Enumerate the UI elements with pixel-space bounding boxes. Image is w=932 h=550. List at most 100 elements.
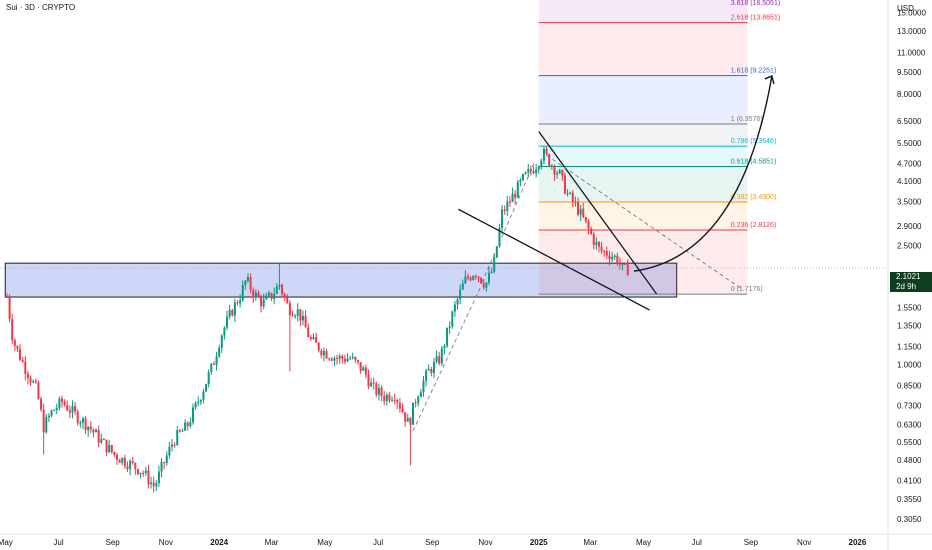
y-tick-label: 4.7000 xyxy=(897,159,922,168)
candle-body xyxy=(587,221,590,229)
candle-body xyxy=(349,358,352,360)
candle-body xyxy=(461,283,464,290)
y-tick-label: 13.0000 xyxy=(897,27,926,36)
candle-body xyxy=(210,363,213,373)
x-tick-label: Mar xyxy=(265,538,279,547)
candle-body xyxy=(281,284,284,294)
x-tick-label: 2026 xyxy=(849,538,867,547)
fib-band-0.382 xyxy=(538,166,748,202)
candle-body xyxy=(443,345,446,349)
y-tick-label: 1.1500 xyxy=(897,342,922,351)
candle-body xyxy=(343,358,346,362)
last-price-value: 2.1021 xyxy=(896,272,921,281)
candle-body xyxy=(309,337,312,340)
candle-body xyxy=(537,166,540,170)
candle-body xyxy=(333,357,336,361)
candle-body xyxy=(446,327,449,346)
candle-body xyxy=(108,445,111,453)
candle-body xyxy=(168,446,171,456)
candle-body xyxy=(516,181,519,198)
candle-body xyxy=(207,372,210,384)
candle-body xyxy=(409,417,412,425)
candle-body xyxy=(467,276,470,279)
candle-body xyxy=(228,310,231,317)
candle-body xyxy=(597,242,600,247)
candle-body xyxy=(294,315,297,317)
candle-body xyxy=(600,246,603,252)
candle-body xyxy=(241,284,244,301)
candle-body xyxy=(406,417,409,422)
candle-body xyxy=(134,462,137,470)
candle-body xyxy=(212,363,215,365)
candle-body xyxy=(79,422,82,424)
candle-body xyxy=(97,429,100,443)
candle-body xyxy=(32,381,35,383)
candle-body xyxy=(66,405,69,411)
candle-body xyxy=(301,315,304,321)
fib-label-2.618: 2.618 (13.8651) xyxy=(731,15,780,22)
candle-body xyxy=(176,430,179,445)
y-tick-label: 0.3550 xyxy=(897,495,922,504)
x-tick-label: 2025 xyxy=(530,538,548,547)
x-tick-label: May xyxy=(317,538,332,547)
candle-body xyxy=(139,472,142,475)
candle-body xyxy=(171,444,174,447)
candle-body xyxy=(71,406,74,413)
fib-label-0.236: 0.236 (2.8126) xyxy=(731,222,777,229)
y-tick-label: 6.5000 xyxy=(897,117,922,126)
candle-body xyxy=(58,398,61,408)
support-zone-layer xyxy=(4,262,678,298)
candle-body xyxy=(438,356,441,364)
x-tick-label: Sep xyxy=(425,538,440,547)
candle-body xyxy=(577,202,580,215)
candle-body xyxy=(501,209,504,228)
candle-body xyxy=(493,257,496,272)
symbol-title: Sui · 3D · CRYPTO xyxy=(6,3,76,12)
candle-body xyxy=(563,175,566,194)
y-tick-label: 1.3500 xyxy=(897,321,922,330)
candle-body xyxy=(508,201,511,203)
candle-body xyxy=(396,400,399,403)
candle-body xyxy=(252,289,255,298)
candle-body xyxy=(236,302,239,304)
support-zone xyxy=(4,262,678,298)
candle-body xyxy=(480,277,483,284)
candle-body xyxy=(487,272,490,283)
candle-body xyxy=(524,172,527,174)
candle-body xyxy=(459,289,462,300)
candle-body xyxy=(482,283,485,288)
candle-body xyxy=(110,445,113,453)
candle-body xyxy=(16,345,19,349)
candle-body xyxy=(163,462,166,464)
candle-body xyxy=(621,263,624,265)
candle-body xyxy=(448,326,451,328)
candle-body xyxy=(532,170,535,174)
x-tick-label: Nov xyxy=(797,538,811,547)
fib-label-3.618: 3.618 (18.5051) xyxy=(731,0,780,7)
candle-body xyxy=(126,466,129,470)
fib-band-0.786 xyxy=(538,124,748,147)
candle-body xyxy=(197,401,200,403)
fib-label-0.786: 0.786 (5.3646) xyxy=(731,138,777,145)
fib-label-0.382: 0.382 (3.4900) xyxy=(731,194,777,201)
fib-band-1 xyxy=(538,75,748,125)
candle-body xyxy=(157,471,160,484)
trendline-layer[interactable] xyxy=(0,74,888,432)
candle-body xyxy=(605,251,608,256)
candle-body xyxy=(144,470,147,474)
candle-body xyxy=(270,292,273,299)
candle-body xyxy=(356,360,359,363)
candle-body xyxy=(142,472,145,474)
candle-body xyxy=(511,193,514,203)
candle-body xyxy=(312,337,315,340)
candle-body xyxy=(81,418,84,423)
candle-body xyxy=(456,299,459,305)
candle-body xyxy=(116,454,119,460)
candle-body xyxy=(506,201,509,211)
y-tick-label: 1.0000 xyxy=(897,360,922,369)
y-tick-label: 8.0000 xyxy=(897,90,922,99)
candle-body xyxy=(155,483,158,487)
candle-body xyxy=(383,396,386,402)
